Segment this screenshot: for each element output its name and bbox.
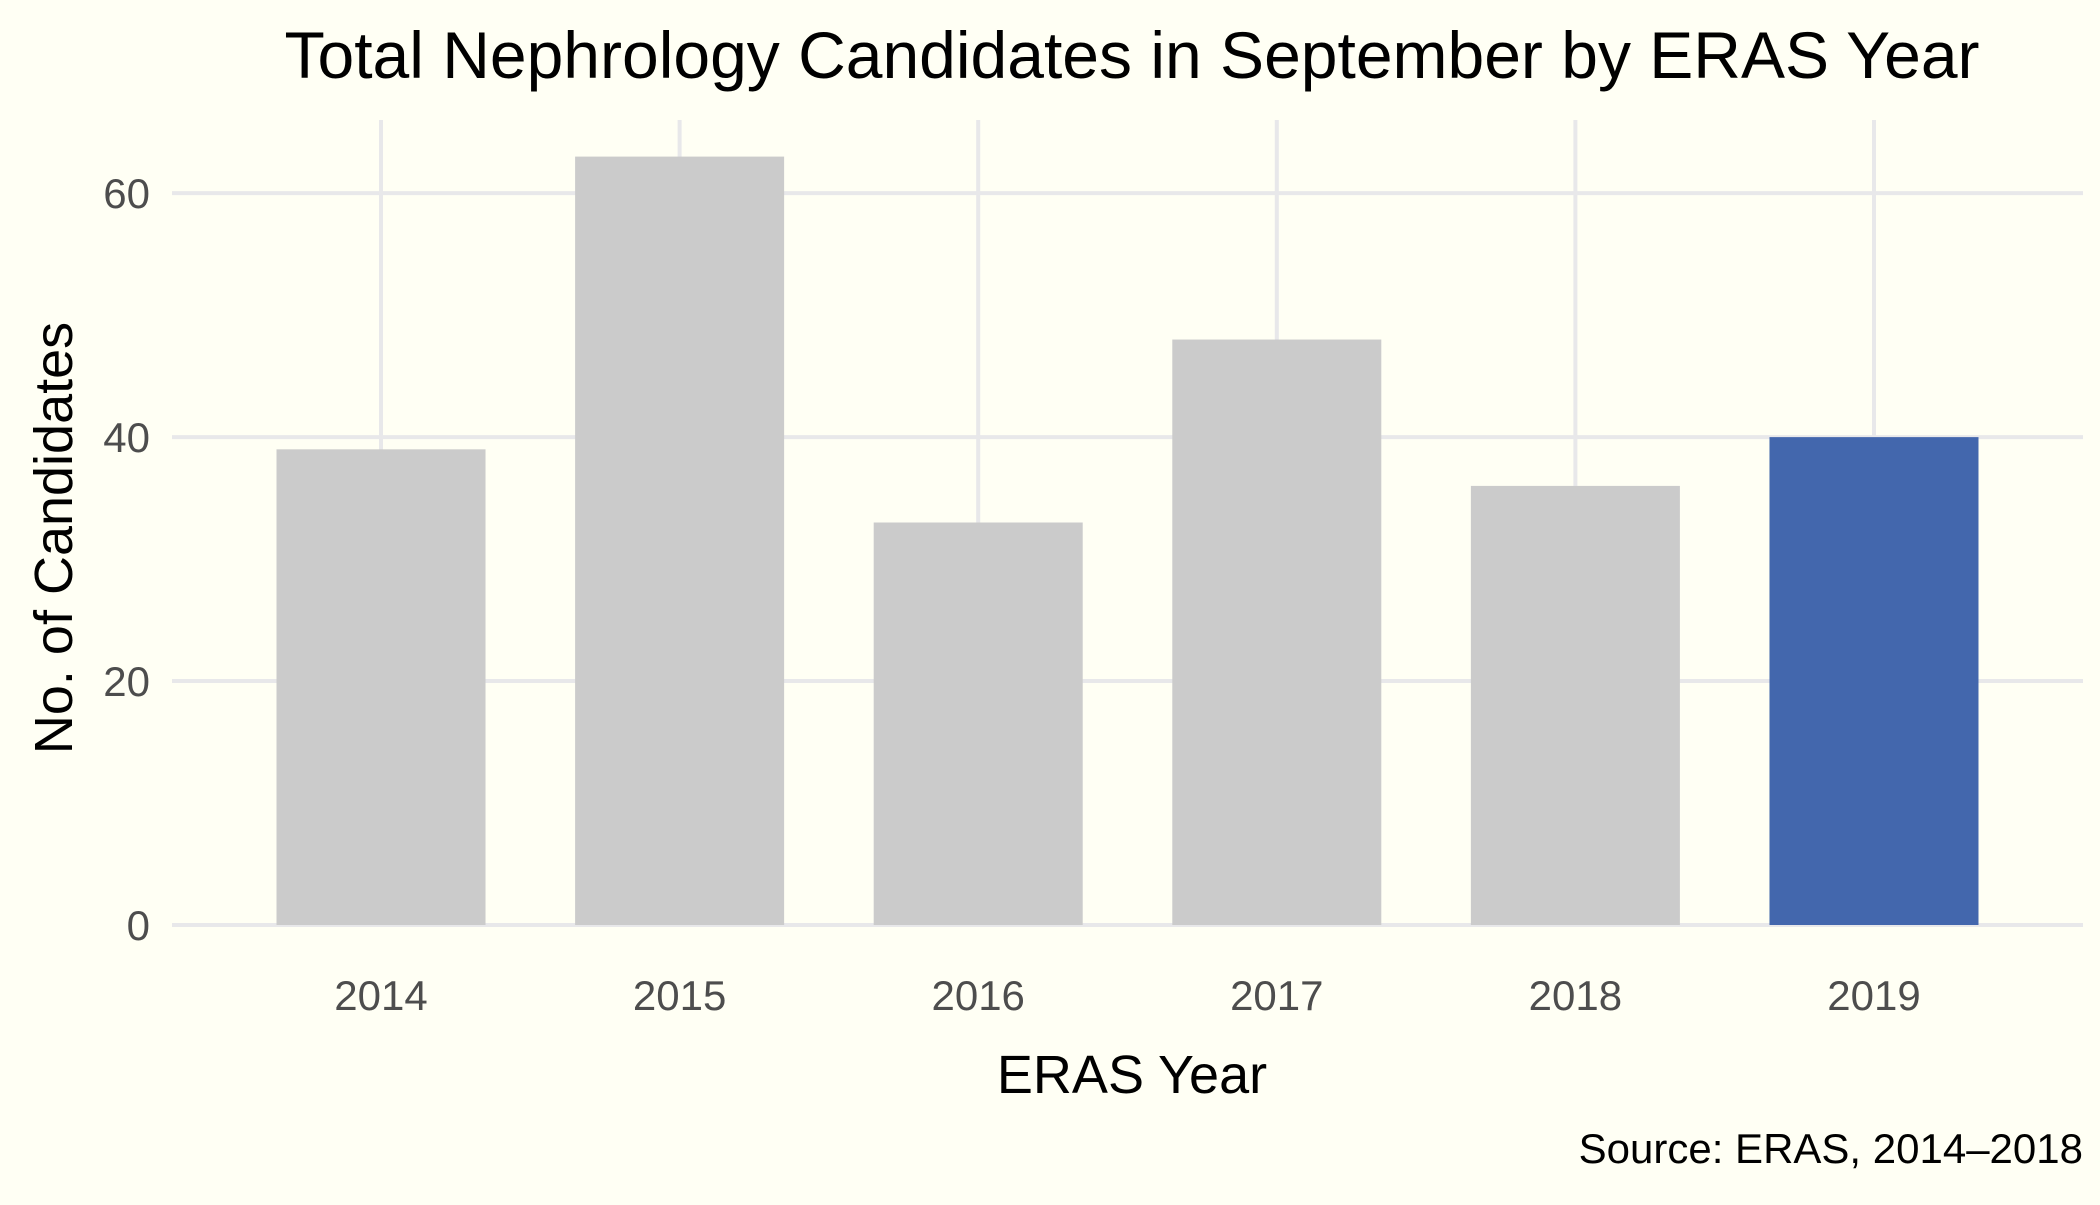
bar-2015 [575, 156, 785, 925]
x-tick-label: 2016 [931, 972, 1024, 1019]
bar-2014 [276, 449, 486, 925]
x-axis-title: ERAS Year [997, 1045, 1267, 1105]
y-tick-label: 20 [103, 658, 150, 705]
chart-title: Total Nephrology Candidates in September… [284, 18, 1979, 92]
bar-2017 [1172, 339, 1382, 926]
y-tick-label: 0 [127, 902, 150, 949]
x-tick-label: 2019 [1827, 972, 1920, 1019]
y-tick-label: 40 [103, 414, 150, 461]
y-axis-title: No. of Candidates [24, 322, 84, 754]
bar-2019 [1769, 437, 1979, 925]
x-tick-label: 2015 [633, 972, 726, 1019]
y-tick-labels: 0 20 40 60 [103, 170, 150, 949]
bar-2016 [873, 522, 1083, 925]
x-tick-label: 2014 [334, 972, 427, 1019]
x-tick-labels: 2014 2015 2016 2017 2018 2019 [334, 972, 1920, 1019]
y-tick-label: 60 [103, 170, 150, 217]
x-tick-label: 2018 [1529, 972, 1622, 1019]
x-tick-label: 2017 [1230, 972, 1323, 1019]
bar-2018 [1470, 485, 1680, 925]
bar-layer [276, 156, 1979, 926]
source-caption: Source: ERAS, 2014–2018 [1579, 1125, 2083, 1172]
